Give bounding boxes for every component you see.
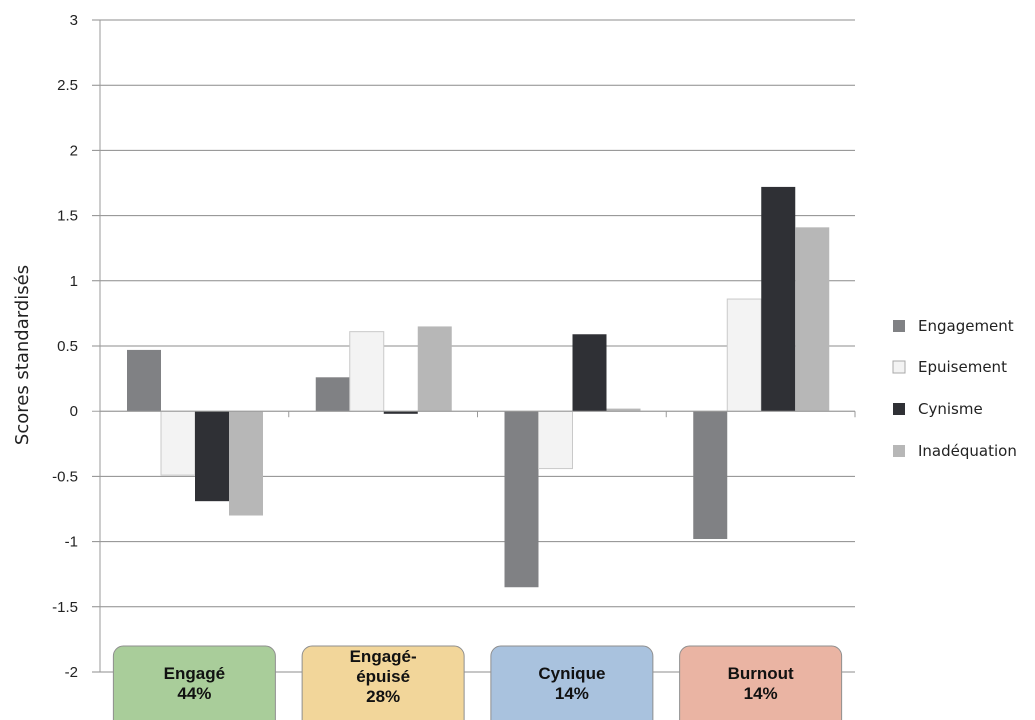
category-label: Burnout bbox=[728, 664, 794, 683]
y-tick-label: 1 bbox=[70, 273, 78, 290]
legend-item-epuisement: Epuisement bbox=[892, 358, 1007, 376]
bar-engagement-2 bbox=[504, 411, 539, 588]
legend-swatch bbox=[893, 445, 905, 457]
legend: Engagement Epuisement Cynisme Inadéquation bbox=[892, 317, 1017, 460]
bar-inadéquation-3 bbox=[795, 227, 830, 412]
category-label: 28% bbox=[366, 687, 400, 706]
y-tick-label: -2 bbox=[65, 664, 78, 681]
bar-engagement-1 bbox=[315, 377, 350, 412]
y-tick-label: -1 bbox=[65, 534, 78, 551]
category-boxes: Engagé44%Engagé-épuisé28%Cynique14%Burno… bbox=[112, 645, 843, 720]
y-tick-label: 1.5 bbox=[57, 208, 78, 225]
legend-item-engagement: Engagement bbox=[893, 317, 1014, 335]
bar-inadéquation-2 bbox=[606, 408, 641, 412]
category-label: Engagé- bbox=[350, 647, 417, 666]
category-label: Cynique bbox=[538, 664, 605, 683]
bar-epuisement-2 bbox=[538, 410, 573, 470]
legend-item-inadéquation: Inadéquation bbox=[893, 442, 1017, 460]
legend-swatch bbox=[892, 360, 906, 374]
y-tick-labels: -2 -1.5 -1 -0.5 0 0.5 1 1.5 2 2.5 3 bbox=[52, 12, 78, 681]
category-label: Engagé bbox=[164, 664, 225, 683]
bar-epuisement-0 bbox=[160, 410, 196, 476]
bar-cynisme-1 bbox=[383, 411, 418, 414]
bar-inadéquation-0 bbox=[229, 411, 263, 516]
legend-label: Inadéquation bbox=[918, 442, 1017, 460]
bar-cynisme-2 bbox=[572, 334, 607, 412]
legend-item-cynisme: Cynisme bbox=[893, 400, 983, 418]
category-label: 14% bbox=[744, 684, 778, 703]
legend-swatch bbox=[893, 320, 905, 332]
legend-label: Epuisement bbox=[918, 358, 1007, 376]
y-tick-label: -1.5 bbox=[52, 599, 78, 616]
y-tick-label: 0.5 bbox=[57, 338, 78, 355]
legend-label: Cynisme bbox=[918, 400, 983, 418]
y-tick-label: 3 bbox=[70, 12, 78, 29]
bars bbox=[127, 186, 830, 588]
legend-label: Engagement bbox=[918, 317, 1014, 335]
y-tick-label: -0.5 bbox=[52, 468, 78, 485]
y-axis-label: Scores standardisés bbox=[12, 265, 33, 445]
category-label: 14% bbox=[555, 684, 589, 703]
y-tick-label: 0 bbox=[70, 403, 78, 420]
axes bbox=[99, 20, 856, 672]
y-tick-label: 2 bbox=[70, 142, 78, 159]
legend-swatch bbox=[893, 403, 905, 415]
bar-inadéquation-1 bbox=[417, 326, 452, 412]
bar-epuisement-1 bbox=[349, 331, 385, 412]
bar-engagement-0 bbox=[127, 349, 161, 412]
bar-epuisement-3 bbox=[726, 298, 762, 412]
y-tick-label: 2.5 bbox=[57, 77, 78, 94]
category-label: 44% bbox=[177, 684, 211, 703]
bar-engagement-3 bbox=[693, 411, 728, 539]
bar-cynisme-0 bbox=[195, 411, 229, 502]
category-label: épuisé bbox=[356, 667, 410, 686]
bar-cynisme-3 bbox=[761, 186, 796, 412]
